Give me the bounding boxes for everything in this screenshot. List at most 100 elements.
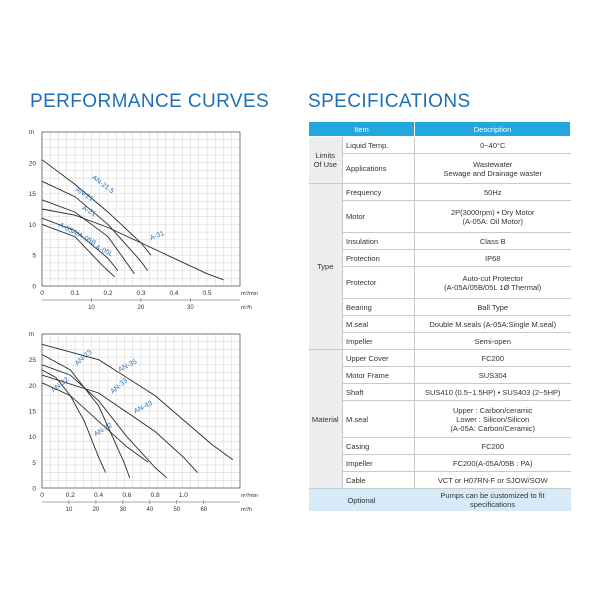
row-desc: 2P(3000rpm) • Dry Motor (A-05A: Oil Motor… [414,200,571,233]
row-desc: IP68 [414,249,571,267]
y-tick-label: 5 [32,253,36,260]
series-line-a-05a-a-05b [41,217,119,271]
row-item: Protection [342,249,415,267]
row-item: Upper Cover [342,349,415,367]
row-item: Impeller [342,332,415,350]
secondary-tick-label: 30 [187,305,194,311]
row-desc: FC200 [414,349,571,367]
secondary-tick-label: 10 [66,507,73,513]
table-row: Applications Wastewater Sewage and Draina… [309,153,571,184]
row-desc: Wastewater Sewage and Drainage waster [414,153,571,184]
y-tick-label: 25 [29,357,37,364]
table-row: Motor Frame SUS304 [309,366,571,384]
y-tick-label: 0 [32,284,36,291]
row-desc: Double M.seals (A-05A:Single M.seal) [414,315,571,333]
series-line-an-43 [41,374,198,473]
table-row: Impeller Semi-open [309,332,571,350]
row-item: Impeller [342,454,415,472]
optional-row: Optional Pumps can be customized to fit … [308,488,571,511]
table-row: Shaft SUS410 (0.5~1.5HP) • SUS403 (2~5HP… [309,383,571,401]
y-tick-label: 0 [32,486,36,493]
y-tick-label: 20 [29,383,37,390]
secondary-tick-label: 50 [174,507,181,513]
series-line-an-33 [41,364,167,479]
row-item: M.seal [342,400,415,438]
optional-label: Optional [308,488,415,511]
row-desc: Upper : Carbon/ceramic Lower : Silicon/Si… [414,400,571,438]
x-tick-label: 0.4 [169,290,178,297]
row-item: Bearing [342,298,415,316]
row-item: Liquid Temp. [342,136,415,154]
table-row: Protector Auto-cut Protector (A-05A/05B/0… [309,266,571,299]
series-line-a-31 [41,208,224,281]
table-row: Cable VCT or H07RN-F or SJOW/SOW [309,471,571,489]
header-item: Item [308,121,415,137]
series-line-an-21-5 [41,159,152,256]
y-tick-label: 20 [29,160,37,167]
series-label-a-05l: A-05L [94,244,114,259]
row-desc: Class B [414,232,571,250]
x-tick-label: 0.8 [151,492,160,499]
y-tick-label: 5 [32,460,36,467]
group-material: Material [308,349,343,489]
table-row: M.seal Upper : Carbon/ceramic Lower : Sil… [309,400,571,438]
series-line-an-21 [41,180,148,271]
secondary-tick-label: 60 [200,507,207,513]
series-line-a-21 [41,199,135,274]
performance-chart-top: 0 5 10 15 20 m 0 0.1 0.2 0.3 0.4 0.5 m³/min 10 20 30 m³/… [29,129,258,311]
x-tick-label: 0.3 [136,290,145,297]
secondary-tick-label: 40 [147,507,154,513]
secondary-tick-label: 20 [93,507,100,513]
secondary-tick-label: 30 [120,507,127,513]
x-tick-label: 0.4 [94,492,103,499]
x-axis-label: m³/min [241,291,258,297]
x-tick-label: 0.6 [122,492,131,499]
series-line-an-23 [41,354,131,478]
y-tick-label: 10 [29,222,37,229]
table-row: Type Frequency 50Hz [308,183,571,350]
x-tick-label: 0 [40,290,44,297]
row-desc: Semi-open [414,332,571,350]
table-row: Limits Of Use Liquid Temp. 0~40°C [308,136,571,184]
row-item: Casing [342,437,415,455]
series-label-an-43: AN-43 [133,400,154,416]
optional-desc: Pumps can be customized to fit specifica… [414,488,571,511]
y-tick-label: 10 [29,434,37,441]
row-item: Cable [342,471,415,489]
row-desc: Auto-cut Protector (A-05A/05B/05L 1Ø Ther… [414,266,571,299]
series-label-a-05a-a-05b: A-05A/A-05B [58,222,98,248]
series-line-an-22 [41,369,107,473]
x-axis-label: m³/min [241,493,258,499]
row-desc: VCT or H07RN-F or SJOW/SOW [414,471,571,489]
header-description: Description [414,121,571,137]
x-tick-label: 1.0 [179,492,188,499]
table-row: Protection IP68 [309,249,571,267]
y-axis-label: m [29,331,34,338]
plot-frame [41,333,241,489]
x-tick-label: 0 [40,492,44,499]
row-desc: Ball Type [414,298,571,316]
secondary-axis-label: m³/h [241,305,252,311]
row-item: Motor [342,200,415,233]
table-row: Bearing Ball Type [309,298,571,316]
row-item: M.seal [342,315,415,333]
y-tick-label: 15 [29,409,37,416]
x-tick-label: 0.1 [70,290,79,297]
secondary-tick-label: 10 [88,305,95,311]
performance-curves-title: PERFORMANCE CURVES [30,91,270,112]
row-item: Frequency [342,183,415,201]
table-row: Casing FC200 [309,437,571,455]
series-label-an-21-5: AN-21.5 [90,174,115,195]
row-item: Applications [342,153,415,184]
series-label-an-35: AN-35 [117,358,138,374]
secondary-axis-label: m³/h [241,507,252,513]
series-line-an-32 [41,382,149,463]
group-limits-of-use: Limits Of Use [308,136,343,184]
row-item: Insulation [342,232,415,250]
series-label-an-32: AN-32 [93,422,114,439]
group-type: Type [308,183,343,350]
table-header-row: Item Description [308,121,571,137]
table-row: Insulation Class B [309,232,571,250]
table-row: Motor 2P(3000rpm) • Dry Motor (A-05A: Oil… [309,200,571,233]
series-line-an-35 [41,343,234,461]
